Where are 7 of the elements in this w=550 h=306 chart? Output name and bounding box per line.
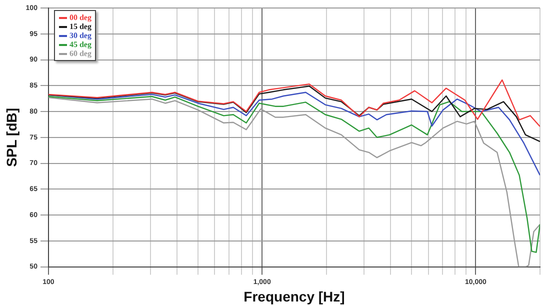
legend-label: 00 deg — [69, 13, 92, 22]
legend-label: 60 deg — [69, 49, 92, 58]
legend-label: 30 deg — [69, 31, 92, 40]
y-axis-title: SPL [dB] — [3, 108, 20, 167]
legend-label: 15 deg — [69, 22, 92, 31]
x-axis-title: Frequency [Hz] — [244, 288, 345, 304]
legend-label: 45 deg — [69, 40, 92, 49]
